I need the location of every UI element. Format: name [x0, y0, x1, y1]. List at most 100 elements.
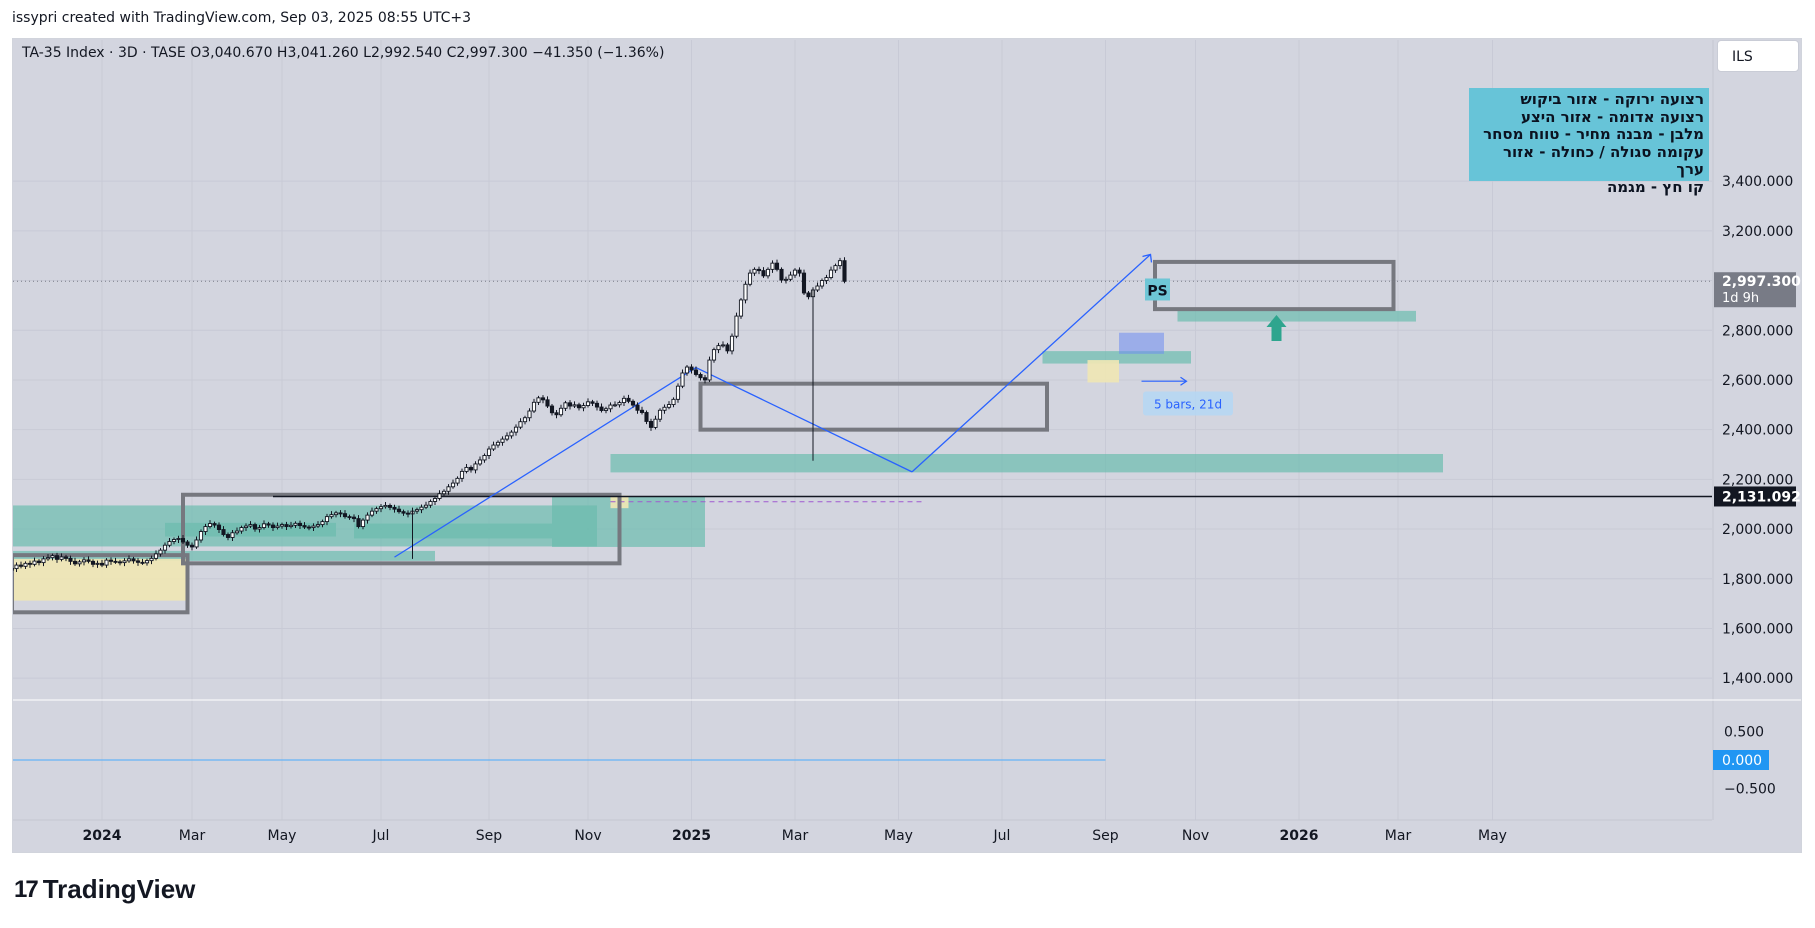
candle — [464, 463, 469, 474]
tradingview-mark-icon: 17 — [14, 875, 39, 903]
candle-body — [419, 506, 424, 511]
candle-body — [662, 406, 667, 411]
candle-body — [288, 524, 294, 528]
candle-body — [315, 524, 321, 527]
candle — [108, 557, 114, 565]
candle-body — [225, 534, 231, 538]
x-tick-label: Mar — [179, 828, 206, 844]
candle-body — [761, 270, 766, 277]
candle-body — [14, 564, 19, 570]
candle — [689, 364, 694, 374]
candle — [320, 519, 325, 528]
candle-body — [252, 524, 258, 530]
candle-body — [302, 525, 307, 528]
candle — [297, 520, 303, 530]
candle-body — [95, 562, 100, 565]
candle — [495, 440, 501, 448]
candle-body — [234, 530, 240, 534]
candle — [675, 383, 681, 403]
candle — [608, 402, 613, 413]
candle-body — [671, 398, 676, 406]
candle-body — [477, 459, 483, 465]
candle — [522, 415, 528, 425]
candle-body — [711, 349, 717, 361]
candle — [635, 402, 640, 414]
legend-note-line: קו חץ - מגמה — [1606, 177, 1704, 196]
y-tick-label: 1,800.000 — [1722, 572, 1793, 588]
candle — [666, 401, 672, 410]
candle — [171, 537, 177, 545]
candle — [797, 267, 802, 277]
candle — [626, 394, 631, 404]
yellow-zone — [1087, 360, 1119, 383]
up-arrow-icon — [1266, 315, 1287, 342]
candle — [662, 404, 667, 414]
candle — [167, 537, 172, 548]
candle — [158, 548, 163, 557]
candle — [680, 369, 685, 389]
candle-body — [351, 516, 357, 520]
candle-body — [45, 557, 51, 560]
candle-body — [545, 399, 550, 407]
measure-label: 5 bars, 21d — [1154, 398, 1222, 412]
candle — [657, 408, 663, 422]
trend-arrowhead — [1142, 253, 1153, 263]
tradingview-logo[interactable]: 17 TradingView — [14, 874, 195, 905]
candle — [252, 522, 258, 532]
candle — [729, 333, 735, 355]
countdown-label: 1d 9h — [1722, 291, 1759, 306]
candle-body — [459, 470, 465, 479]
y-tick-label: 2,200.000 — [1722, 472, 1793, 488]
candle-body — [333, 512, 339, 516]
candle — [329, 511, 334, 519]
candle — [432, 495, 438, 505]
candle-body — [639, 409, 645, 413]
candle-body — [522, 417, 528, 423]
candle — [414, 507, 420, 514]
ps-label-box — [1145, 278, 1170, 301]
candle — [572, 401, 577, 409]
candle — [612, 401, 618, 408]
candle-body — [396, 508, 402, 513]
candle-body — [729, 335, 735, 352]
candle — [162, 542, 168, 554]
oscillator-tick-label: −0.500 — [1724, 782, 1776, 798]
candle-body — [216, 524, 222, 530]
candle-body — [495, 441, 501, 446]
candle — [59, 553, 64, 562]
candle-body — [347, 516, 352, 519]
y-tick-label: 2,800.000 — [1722, 323, 1793, 339]
candle-body — [675, 385, 681, 400]
candle-body — [612, 404, 618, 407]
candle — [302, 522, 307, 530]
candle — [536, 395, 541, 406]
candle-body — [284, 524, 289, 528]
candle — [284, 521, 289, 531]
candle-body — [599, 406, 604, 411]
candle — [671, 397, 676, 408]
trend-line — [394, 366, 697, 558]
currency-selector[interactable]: ILS — [1717, 40, 1799, 72]
candle — [32, 557, 37, 567]
candle-body — [581, 405, 586, 409]
candle — [405, 510, 411, 518]
range-rectangle — [1153, 259, 1396, 312]
candle — [234, 527, 240, 535]
candle-body — [648, 420, 654, 428]
candle — [756, 266, 762, 275]
candle-body — [86, 559, 91, 562]
candle — [707, 356, 712, 382]
candle — [576, 402, 582, 411]
candle-body — [455, 477, 460, 484]
candle — [455, 476, 460, 486]
candle — [122, 558, 127, 567]
candle — [450, 479, 456, 489]
tradingview-wordmark: TradingView — [42, 874, 196, 904]
candle-body — [423, 504, 429, 508]
green-zone — [610, 454, 1443, 473]
candle-body — [230, 532, 235, 538]
candle — [194, 536, 199, 549]
candle-body — [432, 498, 438, 502]
candle — [225, 532, 231, 541]
